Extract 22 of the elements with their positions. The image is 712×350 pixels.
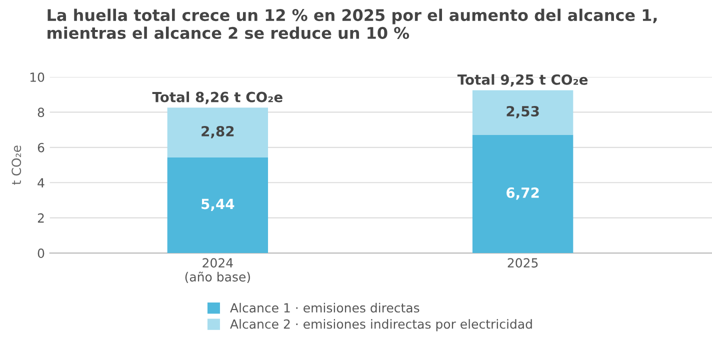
y-tick-label: 0: [38, 248, 44, 258]
y-tick-label: 8: [38, 108, 44, 118]
x-tick-label: 2024 (año base): [185, 258, 250, 284]
y-tick-label: 10: [30, 72, 44, 82]
bar: [472, 90, 574, 135]
x-tick-label: 2025: [508, 258, 538, 268]
total-label: Total 9,25 t CO₂e: [457, 74, 588, 87]
data-label: 2,53: [506, 106, 539, 118]
bar: [472, 134, 574, 254]
y-tick-label: 6: [38, 142, 44, 152]
y-tick-label: 4: [38, 178, 44, 188]
legend-label: Alcance 2 · emisiones indirectas por electricidad: [230, 319, 532, 332]
legend-label: Alcance 1 · emisiones directas: [230, 302, 420, 313]
y-axis-title: t CO₂e: [12, 146, 22, 185]
data-label: 2,82: [202, 126, 234, 138]
data-label: 6,72: [506, 187, 539, 200]
chart-title: La huella total crece un 12 % en 2025 por el aumento del alcance 1, mientras el alcance 2 se reduce un 10 %: [48, 8, 657, 39]
y-tick-label: 2: [38, 213, 44, 223]
bar: [167, 108, 268, 158]
total-label: Total 8,26 t CO₂e: [152, 92, 282, 104]
data-label: 5,44: [202, 198, 234, 211]
bar: [167, 157, 268, 254]
